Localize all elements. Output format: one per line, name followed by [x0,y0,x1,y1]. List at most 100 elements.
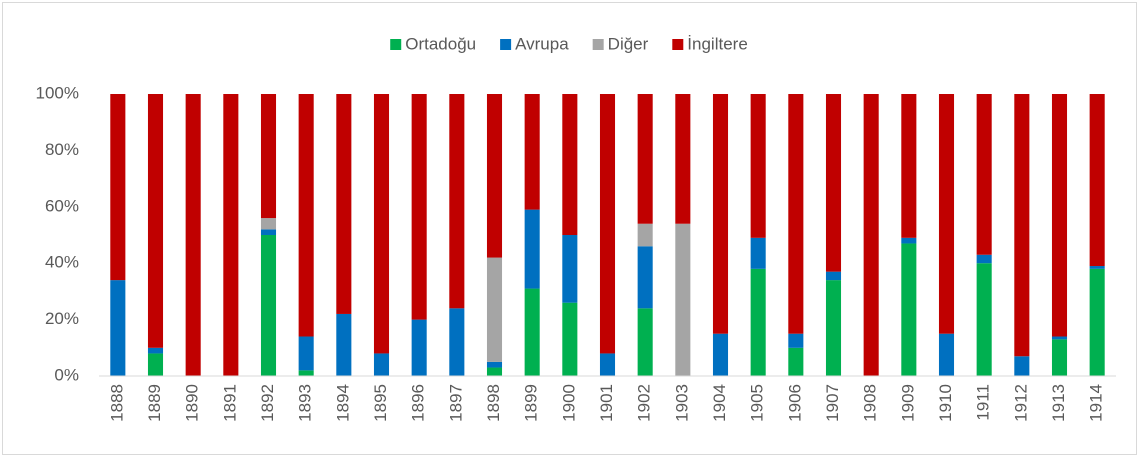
bar-segment [298,336,314,371]
bar-segment [449,94,465,309]
x-tick-label: 1890 [183,384,202,422]
bar-segment [599,353,616,376]
x-tick-label: 1908 [861,384,880,422]
bar-segment [750,237,766,269]
x-tick-label: 1900 [559,384,578,422]
bar-segment [411,319,427,376]
bar-segment [788,94,804,334]
bar-segment [901,94,917,238]
bar-segment [298,370,314,376]
bar-segment [223,94,239,376]
bar-segment [260,94,277,219]
y-tick-label: 80% [45,140,79,159]
x-tick-label: 1902 [635,384,654,422]
bar-segment [336,313,352,376]
bar-segment [110,280,126,376]
x-tick-label: 1909 [898,384,917,422]
bar-segment [976,94,992,255]
bar-segment [750,94,766,238]
x-tick-label: 1913 [1049,384,1068,422]
x-tick-label: 1897 [446,384,465,422]
bar-segment [675,223,691,376]
bar-segment [1089,268,1105,376]
x-tick-label: 1905 [748,384,767,422]
bar-segment [486,94,503,258]
bar-segment [562,235,578,303]
bar-segment [411,94,427,320]
legend-label: Ortadoğu [405,34,476,53]
bar-segment [185,94,201,376]
y-tick-label: 20% [45,309,79,328]
bar-segment [524,94,540,210]
legend-label: İngiltere [687,34,747,53]
bar-segment [1051,339,1068,376]
x-tick-label: 1906 [785,384,804,422]
bar-segment [524,209,540,289]
legend-marker [592,39,604,50]
bar-segment [750,268,766,376]
bar-segment [1089,94,1105,267]
legend-marker [672,39,684,50]
y-tick-label: 40% [45,253,79,272]
bar-segment [562,302,578,376]
bar-segment [260,235,277,376]
bar-segment [825,271,842,281]
bar-segment [260,229,277,235]
bar-segment [147,353,164,376]
x-tick-label: 1889 [145,384,164,422]
bar-segment [675,94,691,224]
legend-marker [500,39,512,50]
y-tick-label: 100% [36,83,79,102]
bar-segment [298,94,314,337]
bar-segment [1051,336,1068,340]
bar-segment [901,243,917,376]
bar-segment [938,94,955,334]
x-tick-label: 1907 [823,384,842,422]
bar-segment [637,94,653,224]
bar-segment [901,237,917,244]
bar-segment [788,347,804,376]
x-tick-label: 1912 [1011,384,1030,422]
bar-segment [863,94,879,376]
bar-segment [1089,266,1105,269]
bar-segment [976,254,992,264]
bar-segment [486,367,503,376]
bar-segment [825,94,842,272]
x-tick-label: 1899 [522,384,541,422]
legend-label: Avrupa [515,34,569,53]
x-tick-label: 1904 [710,384,729,422]
x-tick-label: 1888 [107,384,126,422]
bar-segment [712,333,729,376]
bar-segment [449,308,465,376]
bar-segment [373,94,390,354]
x-tick-label: 1891 [220,384,239,422]
bar-segment [712,94,729,334]
x-tick-label: 1892 [258,384,277,422]
bar-segment [637,223,653,247]
bar-segment [486,257,503,362]
bar-segment [524,288,540,376]
bar-segment [336,94,352,314]
bar-segment [260,218,277,230]
legend-marker [390,39,402,50]
x-tick-label: 1903 [672,384,691,422]
bar-segment [825,280,842,376]
bar-segment [110,94,126,281]
bar-segment [938,333,955,376]
bar-segment [1014,94,1030,357]
bar-segment [599,94,616,354]
bar-segment [976,263,992,376]
x-tick-label: 1914 [1087,384,1106,422]
x-tick-label: 1901 [597,384,616,422]
bar-segment [637,308,653,376]
bar-segment [562,94,578,235]
x-tick-label: 1893 [296,384,315,422]
bar-segment [788,333,804,348]
bar-segment [373,353,390,376]
x-tick-label: 1894 [333,384,352,422]
x-tick-label: 1895 [371,384,390,422]
x-tick-label: 1896 [409,384,428,422]
bar-segment [147,347,164,354]
x-tick-label: 1898 [484,384,503,422]
y-tick-label: 60% [45,196,79,215]
